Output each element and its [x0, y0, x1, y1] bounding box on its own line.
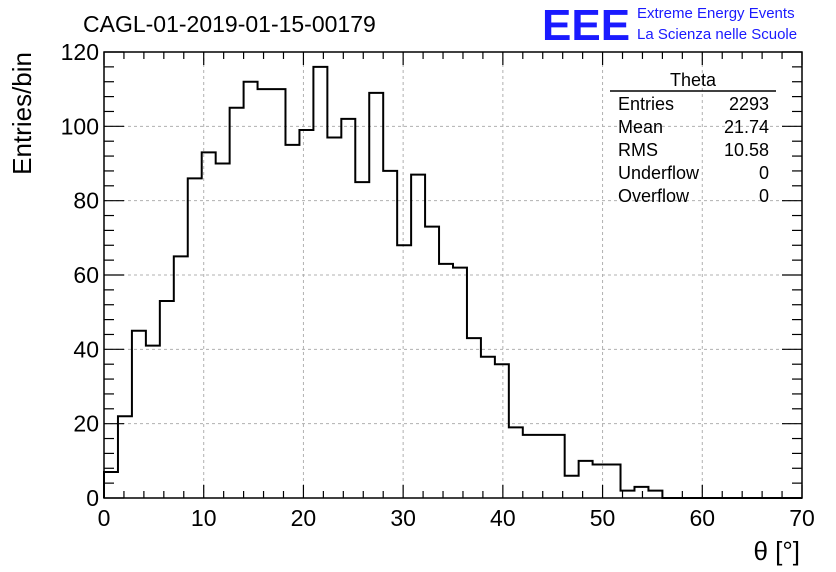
- stats-value-entries: 2293: [729, 94, 769, 114]
- logo-line-1: Extreme Energy Events: [637, 5, 795, 22]
- y-tick-label: 120: [61, 39, 99, 65]
- x-tick-label: 50: [590, 505, 616, 531]
- stats-label-overflow: Overflow: [618, 186, 690, 206]
- logo-line-2: La Scienza nelle Scuole: [637, 26, 797, 43]
- stats-label-entries: Entries: [618, 94, 674, 114]
- y-tick-label: 40: [73, 336, 99, 362]
- tick-labels: 0 10 20 30 40 50 60 70 0 20 40 60 80 100 120: [61, 39, 815, 531]
- chart-title: CAGL-01-2019-01-15-00179: [83, 11, 376, 37]
- stats-value-rms: 10.58: [724, 140, 769, 160]
- x-tick-label: 10: [191, 505, 217, 531]
- stats-label-underflow: Underflow: [618, 163, 700, 183]
- stats-title: Theta: [670, 70, 717, 90]
- stats-value-mean: 21.74: [724, 117, 769, 137]
- stats-label-rms: RMS: [618, 140, 658, 160]
- x-tick-label: 30: [390, 505, 416, 531]
- plot-frame: [103, 51, 803, 499]
- stats-label-mean: Mean: [618, 117, 663, 137]
- y-axis-label: Entries/bin: [7, 52, 37, 175]
- x-axis-label: θ [°]: [753, 536, 800, 566]
- y-tick-label: 0: [86, 485, 99, 511]
- eee-logo-mark: EEE: [542, 1, 630, 50]
- stats-box: Theta Entries 2293 Mean 21.74 RMS 10.58 …: [610, 70, 776, 206]
- y-tick-label: 20: [73, 411, 99, 437]
- x-tick-label: 40: [490, 505, 516, 531]
- x-tick-label: 70: [789, 505, 815, 531]
- x-tick-label: 0: [98, 505, 111, 531]
- y-tick-label: 60: [73, 262, 99, 288]
- y-tick-label: 100: [61, 113, 99, 139]
- x-tick-label: 20: [291, 505, 317, 531]
- stats-value-underflow: 0: [759, 163, 769, 183]
- grid-lines: [104, 52, 802, 498]
- x-tick-label: 60: [689, 505, 715, 531]
- stats-value-overflow: 0: [759, 186, 769, 206]
- histogram-outline: [103, 65, 802, 499]
- y-tick-label: 80: [73, 188, 99, 214]
